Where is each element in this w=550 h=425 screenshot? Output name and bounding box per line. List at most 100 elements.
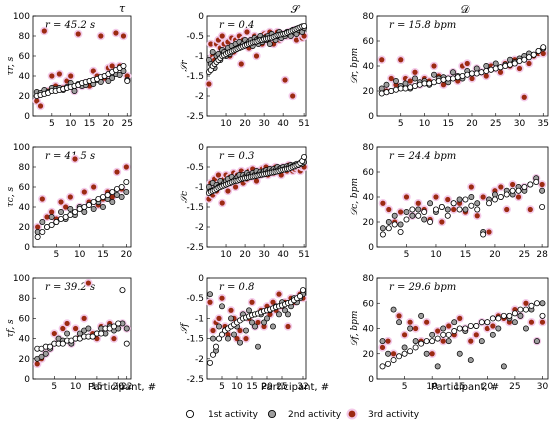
point-second [90,206,97,212]
y-tick-label: 40 [19,203,31,213]
point-first [206,359,213,366]
point-third [468,184,474,190]
point-second [264,315,270,322]
point-third [440,338,446,344]
point-second [412,338,419,345]
x-tick-label: 25 [519,250,530,260]
point-third [282,77,288,83]
point-third [469,75,475,82]
point-third [219,295,225,301]
point-third [109,194,115,200]
y-tick-label: -1 [195,183,204,193]
point-third [49,73,55,79]
point-first [527,181,534,188]
x-tick-label: 15 [91,382,102,392]
point-second [393,78,399,84]
point-first [474,206,481,213]
point-second [468,194,475,200]
point-second [423,350,430,357]
legend-marker-second [267,409,277,419]
point-third [228,307,234,313]
x-tick-label: 20 [112,382,124,392]
point-third [457,315,463,321]
point-second [492,60,499,67]
point-third [41,28,47,34]
legend-marker-third [348,410,356,418]
y-tick-label: 0 [24,243,30,253]
point-third [44,214,50,220]
x-tick-label: 5 [404,250,410,260]
point-second [207,291,213,298]
panel-0: 5 10 15 20 25 0 20 40 60 80 100 τr, s r = 45.2 s [6,12,133,129]
point-third [290,93,296,99]
point-first [407,348,414,355]
point-third [515,194,522,200]
point-third [483,73,489,79]
point-third [407,78,413,84]
point-third [293,37,300,43]
x-tick-label: 10 [70,382,82,392]
x-tick-label: 32 [297,382,308,392]
y-tick-label: 0 [198,12,204,22]
point-first [503,191,510,198]
point-first [530,51,537,58]
point-third [255,319,261,326]
point-third [390,351,397,357]
panel-3: 5 10 15 20 0 20 40 60 80 100 τc, s r = 41.5 s [6,143,132,260]
panel-7: 5 10 15 20 25 32 0 -0.5 -1 -1.5 -2 -2.5 𝒮f r = 0.8 [180,274,309,392]
point-first [521,183,528,190]
point-third [206,81,212,87]
point-first [533,178,540,185]
point-first [515,187,522,194]
point-first [209,351,216,358]
point-third [225,188,231,194]
r-annotation: r = 24.4 bpm [389,151,456,162]
point-first [409,206,416,213]
point-third [521,94,527,100]
y-tick-label: -1.5 [186,203,204,213]
y-tick-label: 80 [363,12,375,22]
point-third [380,200,386,206]
point-second [270,323,276,330]
x-tick-label: 15 [84,119,95,129]
point-second [385,350,391,357]
panel-4: 10 20 30 40 51 0 -0.5 -1 -1.5 -2 -2.5 𝒮c r = 0.3 [180,143,310,260]
y-tick-label: -2 [195,92,204,102]
point-second [397,221,404,228]
point-first [445,331,452,338]
x-tick-label: 20 [121,250,133,260]
point-second [418,312,425,319]
point-first [379,231,386,238]
point-first [533,300,540,307]
x-tick-label: 10 [426,382,438,392]
x-tick-label: 5 [219,382,225,392]
point-third [216,315,222,321]
point-first [296,293,303,300]
point-second [42,350,49,357]
point-third [516,65,523,72]
x-tick-label: 40 [277,119,289,129]
point-first [478,319,485,326]
point-first [403,216,410,223]
y-axis-label: 𝒮f [180,322,190,334]
point-second [403,209,410,215]
y-tick-label: -1 [195,52,204,62]
point-first [385,225,392,232]
point-first [299,287,306,294]
x-tick-label: 15 [443,119,454,129]
point-second [489,331,496,338]
point-second [444,206,451,213]
point-first [72,208,79,215]
x-tick-label: 15 [97,250,108,260]
point-first [110,323,117,330]
point-first [391,221,398,228]
point-second [462,206,469,213]
point-third [446,323,452,329]
point-third [539,319,546,325]
point-first [517,306,524,313]
axis-frame [206,277,307,380]
point-first [440,331,447,338]
point-third [398,57,404,63]
point-second [39,219,46,225]
